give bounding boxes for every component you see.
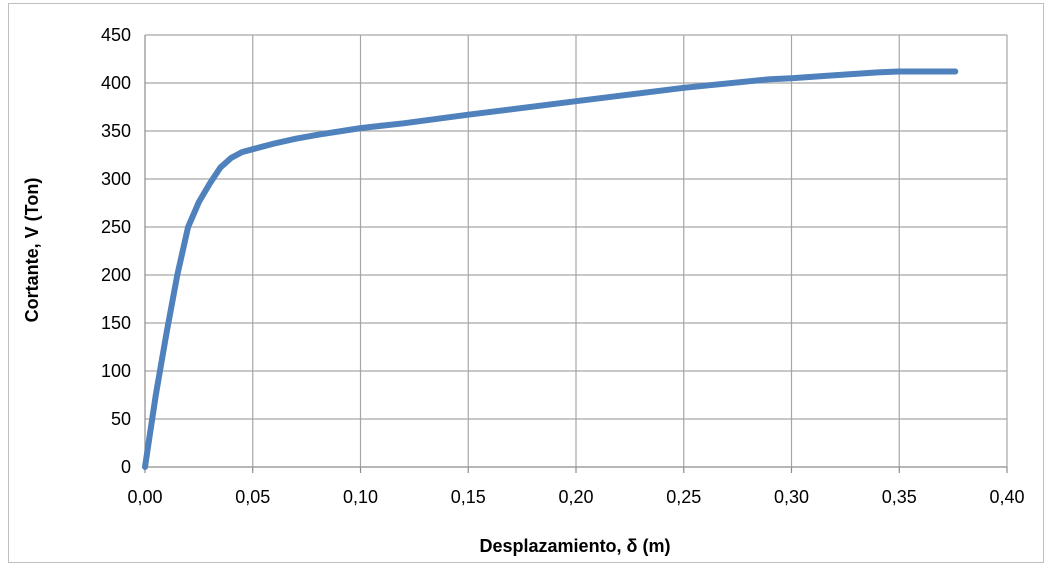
x-tick-label: 0,35 [882, 487, 917, 507]
y-axis-title: Cortante, V (Ton) [22, 178, 42, 323]
y-tick-label: 350 [101, 121, 131, 141]
y-tick-label: 200 [101, 265, 131, 285]
x-tick-labels: 0,00 0,05 0,10 0,15 0,20 0,25 0,30 0,35 0,40 [127, 487, 1024, 507]
x-tick-label: 0,10 [343, 487, 378, 507]
x-tick-label: 0,05 [235, 487, 270, 507]
series-layer [142, 68, 959, 470]
x-tick-label: 0,15 [451, 487, 486, 507]
y-tick-label: 100 [101, 361, 131, 381]
y-tick-label: 250 [101, 217, 131, 237]
x-axis-title: Desplazamiento, δ (m) [480, 536, 671, 556]
x-tick-label: 0,20 [558, 487, 593, 507]
y-tick-labels: 0 50 100 150 200 250 300 350 400 450 [101, 25, 131, 477]
x-tick-label: 0,00 [127, 487, 162, 507]
series-line [142, 68, 959, 470]
y-tick-label: 0 [121, 457, 131, 477]
grid [144, 34, 1008, 473]
y-tick-label: 50 [111, 409, 131, 429]
y-tick-label: 150 [101, 313, 131, 333]
x-tick-label: 0,25 [666, 487, 701, 507]
y-tick-label: 450 [101, 25, 131, 45]
y-tick-label: 400 [101, 73, 131, 93]
x-tick-label: 0,30 [774, 487, 809, 507]
x-tick-label: 0,40 [989, 487, 1024, 507]
chart-frame [8, 3, 1044, 563]
y-tick-label: 300 [101, 169, 131, 189]
